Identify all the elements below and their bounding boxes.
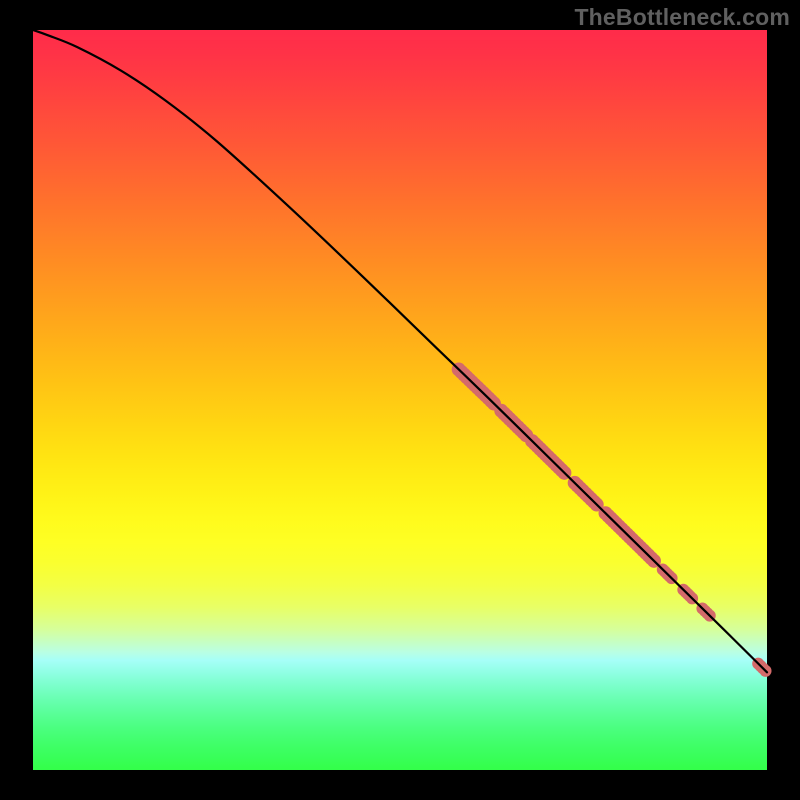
chart-stage: TheBottleneck.com xyxy=(0,0,800,800)
chart-svg xyxy=(0,0,800,800)
plot-background xyxy=(33,30,767,770)
watermark-text: TheBottleneck.com xyxy=(574,4,790,31)
